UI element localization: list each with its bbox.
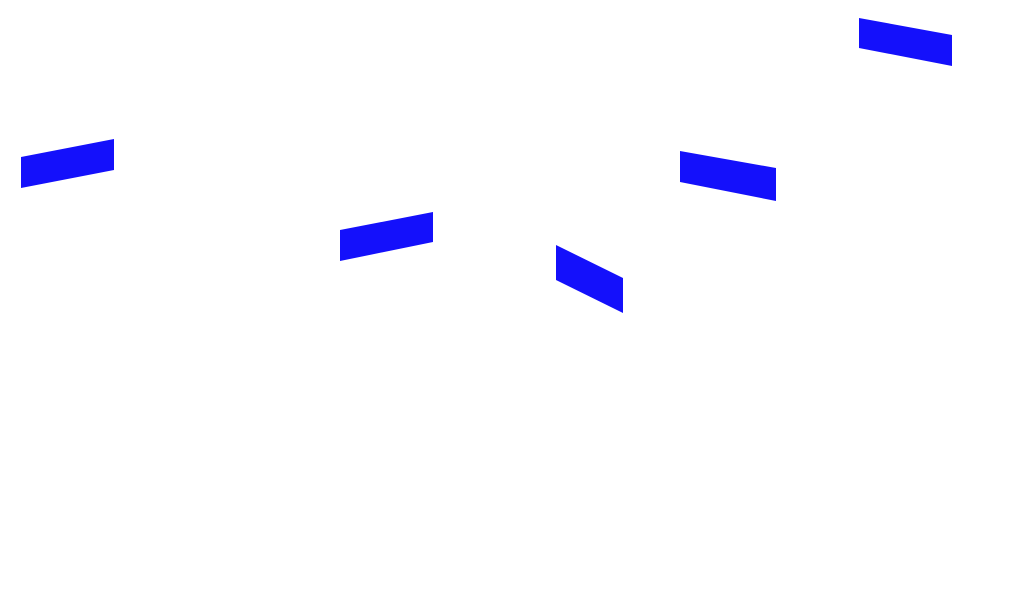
blue-parallelogram-2 <box>340 212 433 261</box>
blue-parallelogram-3 <box>556 245 623 313</box>
blue-parallelogram-5 <box>859 18 952 66</box>
blue-parallelogram-1 <box>21 139 114 188</box>
blue-parallelogram-4 <box>680 151 776 201</box>
